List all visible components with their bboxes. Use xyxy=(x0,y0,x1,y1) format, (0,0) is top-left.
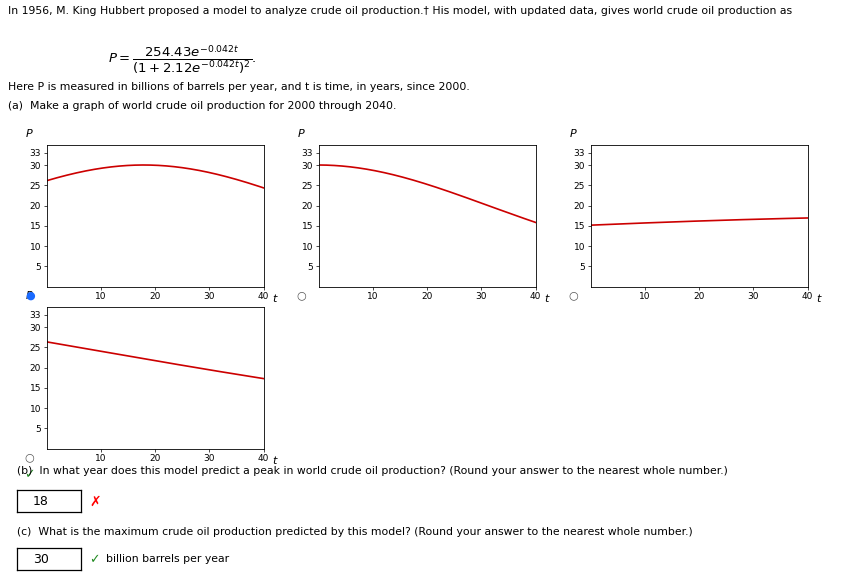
Text: $P$: $P$ xyxy=(25,127,34,139)
Text: $t$: $t$ xyxy=(272,455,279,467)
Text: ✓: ✓ xyxy=(25,468,35,481)
Text: (a)  Make a graph of world crude oil production for 2000 through 2040.: (a) Make a graph of world crude oil prod… xyxy=(8,101,397,111)
Text: $P$: $P$ xyxy=(297,127,306,139)
Text: (c)  What is the maximum crude oil production predicted by this model? (Round yo: (c) What is the maximum crude oil produc… xyxy=(17,527,693,537)
Text: ●: ● xyxy=(25,290,35,301)
Text: $P$: $P$ xyxy=(25,289,34,301)
Text: $t$: $t$ xyxy=(816,292,823,305)
Text: ✗: ✗ xyxy=(89,494,101,508)
Text: Here P is measured in billions of barrels per year, and t is time, in years, sin: Here P is measured in billions of barrel… xyxy=(8,82,470,91)
Text: $t$: $t$ xyxy=(272,292,279,305)
Text: $t$: $t$ xyxy=(544,292,551,305)
Text: ○: ○ xyxy=(25,452,35,463)
Text: In 1956, M. King Hubbert proposed a model to analyze crude oil production.† His : In 1956, M. King Hubbert proposed a mode… xyxy=(8,6,792,16)
Text: $P = \dfrac{254.43e^{-0.042t}}{(1 + 2.12e^{-0.042t})^2}$.: $P = \dfrac{254.43e^{-0.042t}}{(1 + 2.12… xyxy=(109,43,257,76)
Text: billion barrels per year: billion barrels per year xyxy=(106,554,230,565)
Text: 18: 18 xyxy=(33,495,48,508)
Text: ○: ○ xyxy=(297,290,307,301)
Text: ○: ○ xyxy=(569,290,579,301)
Text: (b)  In what year does this model predict a peak in world crude oil production? : (b) In what year does this model predict… xyxy=(17,466,728,476)
Text: $P$: $P$ xyxy=(569,127,578,139)
Text: ✓: ✓ xyxy=(89,553,99,566)
Text: 30: 30 xyxy=(33,553,48,566)
